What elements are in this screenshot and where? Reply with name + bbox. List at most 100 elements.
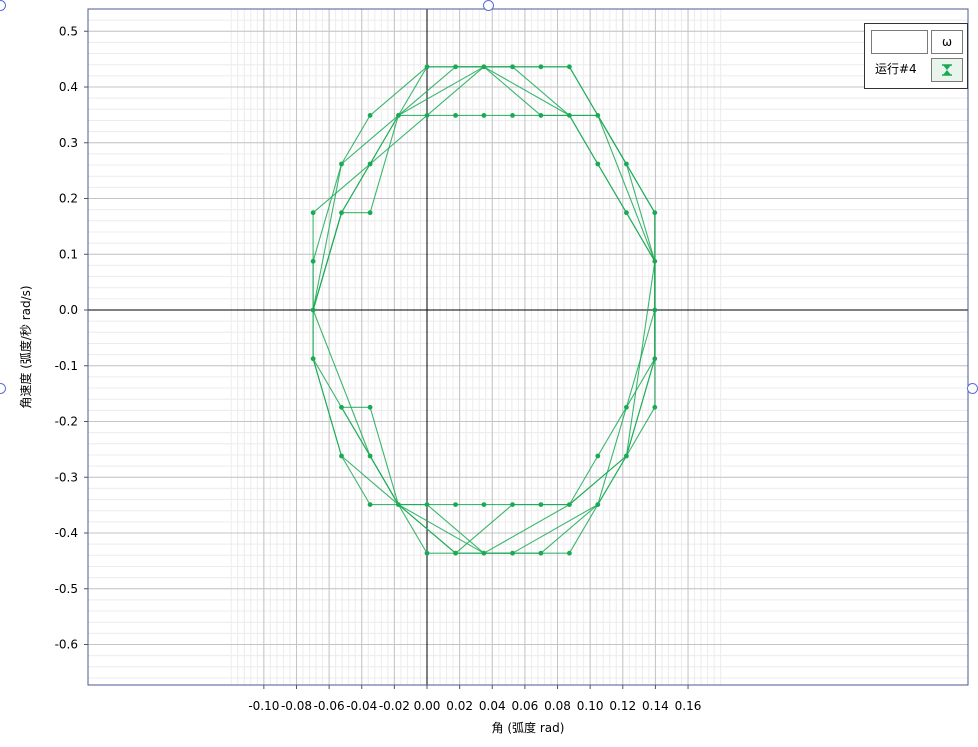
data-point <box>510 113 515 118</box>
x-tick-label: -0.08 <box>281 699 312 713</box>
series-segment <box>312 309 371 457</box>
data-point <box>424 502 430 507</box>
data-point <box>367 113 373 118</box>
series-segment <box>455 504 513 554</box>
legend-series-field[interactable] <box>871 30 928 54</box>
series-segment <box>625 358 656 408</box>
x-axis-title: 角 (弧度 rad) <box>492 720 565 735</box>
series-segment <box>625 358 656 457</box>
series-segment <box>483 66 542 116</box>
series-segment <box>597 455 627 505</box>
series-segment <box>568 455 599 505</box>
data-point <box>510 550 515 556</box>
legend: ω 运行#4 <box>864 23 968 89</box>
series-segment <box>625 163 656 262</box>
y-tick-label: -0.5 <box>55 582 78 596</box>
data-point <box>367 210 373 216</box>
y-tick-label: 0.0 <box>59 303 78 317</box>
data-point <box>453 502 458 507</box>
series-segment <box>397 66 428 116</box>
data-point <box>538 502 544 507</box>
x-tick-label: 0.16 <box>675 699 702 713</box>
data-point <box>453 550 458 556</box>
series-segment <box>398 504 485 554</box>
series-segment <box>540 504 599 554</box>
series-segment <box>483 504 570 554</box>
series-segment <box>369 115 399 213</box>
data-point <box>396 502 401 507</box>
series-segment <box>625 212 656 262</box>
series-segment <box>398 504 456 554</box>
data-point <box>453 113 458 118</box>
data-point <box>481 502 487 507</box>
series-segment <box>625 407 656 457</box>
plot-area-border <box>87 8 969 686</box>
data-point <box>624 453 629 459</box>
series-segment <box>312 212 343 311</box>
series-segment <box>568 504 599 554</box>
x-tick-label: 0.14 <box>642 699 669 713</box>
series-segment <box>312 358 343 457</box>
data-point <box>367 161 373 167</box>
data-point <box>339 453 344 459</box>
data-point <box>538 113 544 118</box>
data-point <box>595 453 601 459</box>
series-segment <box>312 163 343 311</box>
series-segment <box>597 407 627 457</box>
series-segment <box>569 455 627 506</box>
data-point <box>310 356 316 362</box>
series-segment <box>341 455 371 505</box>
y-tick-label: -0.1 <box>55 359 78 373</box>
series-segment <box>483 66 570 116</box>
data-point <box>567 550 572 556</box>
data-point <box>424 113 430 118</box>
resize-handle-top[interactable] <box>483 0 494 11</box>
data-point <box>396 113 401 118</box>
series-segment <box>341 114 399 165</box>
data-point <box>595 161 601 167</box>
series-segment <box>512 504 599 554</box>
series-segment <box>398 66 485 116</box>
data-point <box>339 404 344 410</box>
series-segment <box>341 115 371 165</box>
series-segment <box>426 66 485 116</box>
series-segment <box>369 66 428 116</box>
data-point <box>339 210 344 216</box>
x-tick-label: 0.00 <box>414 699 441 713</box>
series-segment <box>369 455 399 505</box>
data-point <box>652 307 658 313</box>
series-segment <box>597 115 656 262</box>
legend-run-label: 运行#4 <box>871 58 928 82</box>
y-tick-label: -0.3 <box>55 470 78 484</box>
legend-swatch-button[interactable] <box>931 58 963 82</box>
data-point <box>538 550 544 556</box>
data-point <box>624 161 629 167</box>
data-point <box>310 258 316 264</box>
data-point <box>538 64 544 70</box>
data-point <box>624 210 629 216</box>
resize-handle-right[interactable] <box>967 383 978 394</box>
y-tick-label: 0.4 <box>59 80 78 94</box>
zero-axes <box>88 9 968 685</box>
data-point <box>481 550 487 556</box>
data-point <box>453 64 458 70</box>
data-point <box>567 64 572 70</box>
data-point <box>595 113 601 118</box>
data-point <box>652 210 658 216</box>
legend-variable-label[interactable]: ω <box>931 30 963 54</box>
x-tick-label: 0.12 <box>609 699 636 713</box>
x-tick-labels: -0.10 -0.08 -0.06 -0.04 -0.02 0.00 0.02 0.04 0.0… <box>248 699 701 713</box>
x-tick-label: 0.04 <box>479 699 506 713</box>
series-segment <box>597 163 627 213</box>
series-segment <box>625 261 656 457</box>
data-point <box>624 404 629 410</box>
y-axis-title: 角速度 (弧度/秒 rad/s) <box>18 285 33 408</box>
hourglass-icon <box>942 64 952 76</box>
y-tick-label: 0.3 <box>59 136 78 150</box>
data-point <box>367 453 373 459</box>
data-point <box>595 502 601 507</box>
data-point <box>310 307 316 313</box>
data-point <box>367 404 373 410</box>
data-point <box>339 161 344 167</box>
